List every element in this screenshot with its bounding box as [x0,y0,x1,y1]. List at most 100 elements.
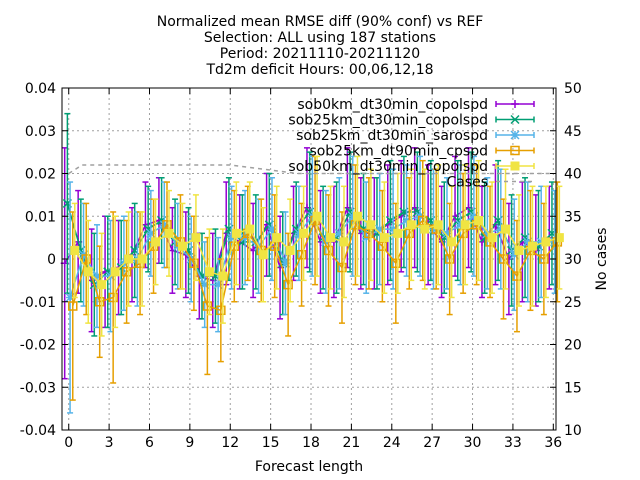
data-point [509,250,519,260]
x-tick-label: 18 [302,435,320,451]
title-line: Normalized mean RMSE diff (90% conf) vs … [157,14,484,30]
data-point [469,211,479,221]
legend-label: sob50km_dt30min_copolspd [288,159,488,175]
y2-tick-label: 35 [564,209,582,225]
y-tick-label: 0.03 [25,124,56,140]
data-point [323,245,334,256]
data-point [326,233,336,243]
x-tick-label: 27 [423,435,441,451]
legend-marker [510,130,520,140]
y-tick-label: -0.02 [20,338,56,354]
x-tick-label: 6 [145,435,154,451]
data-point [202,301,213,311]
legend-label: sob25km_dt90min_cpspd [309,144,488,160]
data-point [200,280,210,290]
data-point [337,262,347,273]
y-tick-label: -0.04 [20,423,56,439]
data-point [280,258,290,268]
title-line: Td2m deficit Hours: 00,06,12,18 [205,62,433,78]
title-line: Period: 20211110-20211120 [220,46,420,62]
data-point [231,228,241,238]
data-point [487,233,497,243]
data-point [216,305,226,316]
data-point [460,220,470,230]
data-point [404,228,415,239]
y2-tick-label: 10 [564,423,582,439]
data-point [420,224,430,234]
data-point [299,228,309,238]
x-tick-label: 33 [504,435,522,451]
data-point [285,245,295,255]
data-point [191,233,201,243]
data-point [70,245,80,255]
legend-marker [511,100,519,108]
data-point [482,228,492,238]
data-point [455,220,465,230]
data-point [164,228,174,238]
data-point [375,224,385,234]
data-point [339,237,349,247]
data-point [523,237,533,247]
data-point [137,254,147,264]
axis-ticks: 0 3 6 9 12 15 18 21 24 27 30 33 36-0.04-0.03-0.02-0.… [20,81,582,451]
data-point [498,254,509,264]
data-point [294,228,304,238]
data-point [204,267,214,277]
data-point [512,271,522,281]
data-point [177,241,187,251]
legend-label: sob0km_dt30min_copolspd [297,97,488,113]
data-point [94,297,105,307]
data-point [391,258,401,269]
data-point [121,267,132,277]
data-point [110,267,120,277]
data-point [267,224,277,234]
data-point [539,254,549,264]
y2-tick-label: 45 [564,124,582,140]
data-point [68,301,78,311]
data-point [536,237,546,247]
chart-title: Normalized mean RMSE diff (90% conf) vs … [157,14,484,78]
data-point [83,267,93,277]
data-point [272,233,282,243]
data-point [334,228,344,238]
x-tick-label: 36 [544,435,562,451]
data-point [352,211,362,221]
x-tick-label: 12 [221,435,239,451]
x-tick-label: 9 [185,435,194,451]
data-point [527,241,537,251]
data-point [406,220,416,230]
y2-tick-label: 25 [564,295,582,311]
data-point [283,279,293,290]
data-point [159,220,169,230]
data-point [433,220,443,230]
legend-label: sob25km_dt30min_sarospd [296,128,488,144]
y-tick-label: -0.03 [20,380,56,396]
legend: sob0km_dt30min_copolspdsob25km_dt30min_c… [288,97,535,191]
data-point [444,254,455,264]
data-point [189,258,199,269]
data-point [296,249,307,260]
series-layer [60,112,564,414]
y-tick-label: 0.04 [25,81,56,97]
data-point [245,224,255,234]
data-point [108,292,118,303]
legend-label: sob25km_dt30min_copolspd [288,113,488,129]
x-tick-label: 24 [383,435,401,451]
data-point [81,254,91,264]
y-tick-label: -0.01 [20,295,56,311]
cases-line [68,164,554,175]
x-tick-label: 3 [105,435,114,451]
y2-axis-label: No cases [594,228,610,291]
y2-tick-label: 50 [564,81,582,97]
data-point [377,241,388,251]
legend-label: Cases [446,175,488,191]
legend-marker [510,114,520,125]
x-axis-label: Forecast length [255,459,363,475]
y2-tick-label: 20 [564,338,582,354]
data-point [97,280,107,290]
data-point [321,237,331,247]
data-point [92,271,102,281]
data-point [402,215,412,226]
data-point [162,220,172,230]
